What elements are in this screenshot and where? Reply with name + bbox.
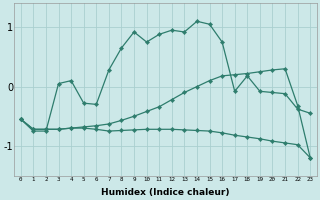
X-axis label: Humidex (Indice chaleur): Humidex (Indice chaleur)	[101, 188, 230, 197]
